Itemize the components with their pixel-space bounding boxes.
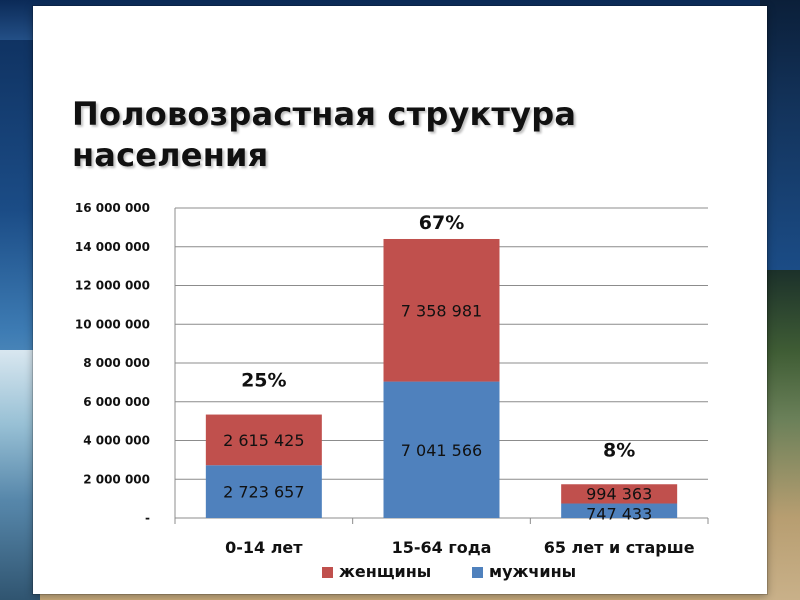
y-tick-label: 12 000 000 bbox=[75, 279, 150, 293]
data-label-women: 2 615 425 bbox=[223, 431, 304, 450]
x-tick-label: 15-64 года bbox=[392, 538, 492, 557]
slide-title: Половозрастная структура населения bbox=[72, 95, 577, 174]
percentage-annotation: 67% bbox=[419, 212, 464, 234]
y-tick-label: 4 000 000 bbox=[83, 434, 150, 448]
legend-swatch bbox=[322, 567, 333, 578]
y-tick-label: 2 000 000 bbox=[83, 472, 150, 486]
legend-label: мужчины bbox=[489, 562, 576, 581]
legend-swatch bbox=[472, 567, 483, 578]
percentage-annotation: 25% bbox=[241, 370, 286, 392]
x-tick-label: 0-14 лет bbox=[225, 538, 303, 557]
bar-women bbox=[383, 238, 500, 382]
bar-women bbox=[205, 414, 322, 466]
y-tick-label: 8 000 000 bbox=[83, 356, 150, 370]
data-label-men: 2 723 657 bbox=[223, 483, 304, 502]
bar-men bbox=[205, 465, 322, 518]
y-tick-label: - bbox=[145, 511, 150, 525]
data-label-men: 747 433 bbox=[586, 505, 652, 524]
data-label-women: 994 363 bbox=[586, 484, 652, 503]
bar-men bbox=[561, 503, 678, 518]
percentage-annotation: 8% bbox=[603, 439, 635, 461]
y-tick-label: 10 000 000 bbox=[75, 317, 150, 331]
data-label-men: 7 041 566 bbox=[401, 441, 482, 460]
data-label-women: 7 358 981 bbox=[401, 301, 482, 320]
legend-label: женщины bbox=[339, 562, 431, 581]
y-tick-label: 14 000 000 bbox=[75, 240, 150, 254]
x-tick-label: 65 лет и старше bbox=[544, 538, 695, 557]
y-tick-label: 16 000 000 bbox=[75, 201, 150, 215]
bar-men bbox=[383, 381, 500, 518]
bar-women bbox=[561, 484, 678, 504]
y-tick-label: 6 000 000 bbox=[83, 395, 150, 409]
